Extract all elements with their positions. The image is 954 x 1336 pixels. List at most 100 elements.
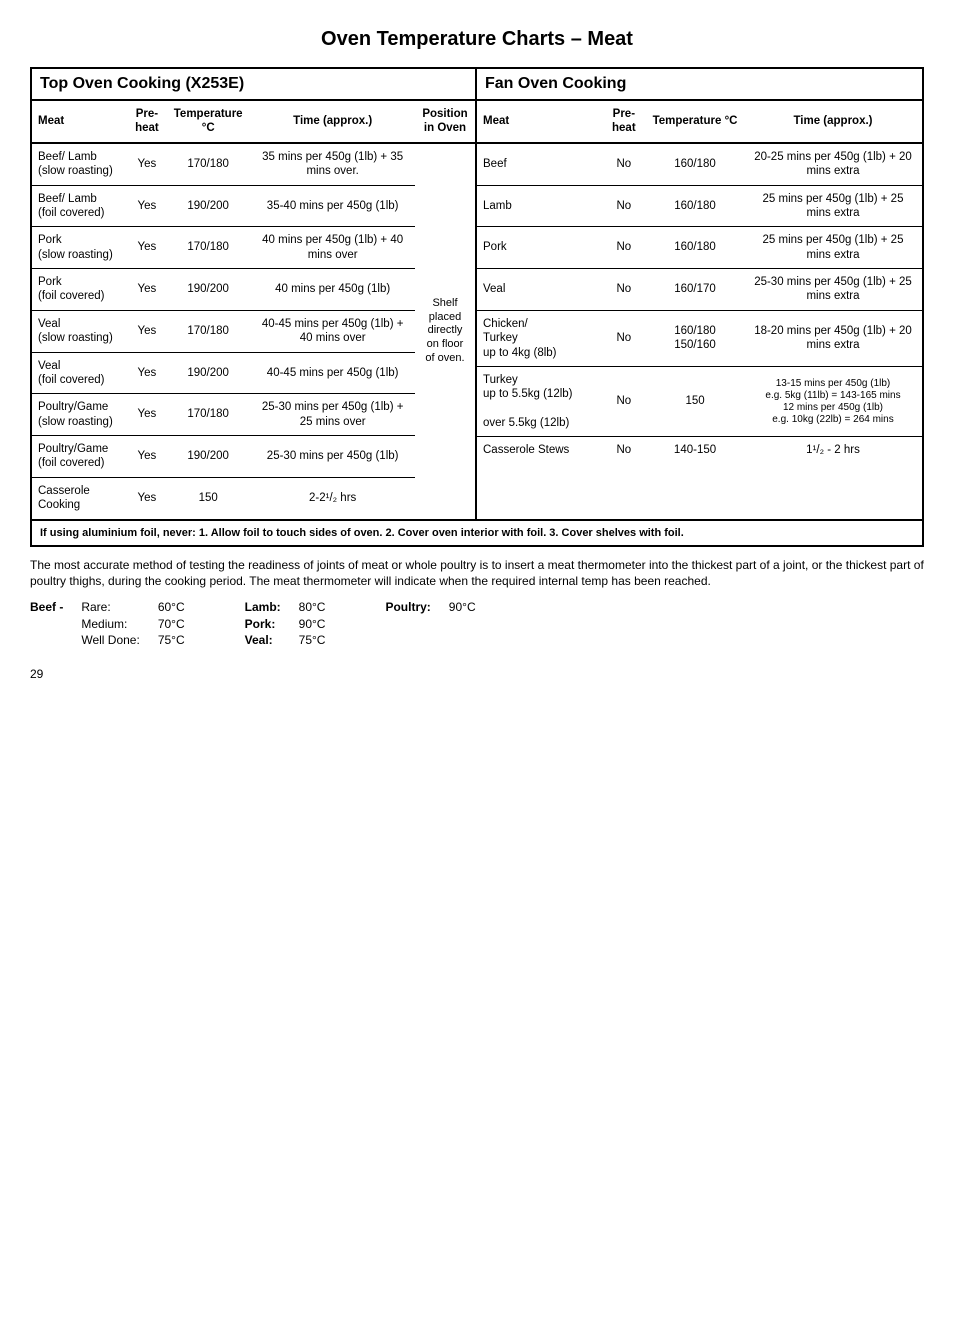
preheat-cell: No <box>602 269 647 311</box>
meat-cell: Beef/ Lamb(slow roasting) <box>32 143 128 185</box>
temp-key: Well Done: <box>81 632 139 649</box>
meat-cell: Lamb <box>477 185 602 227</box>
col-pos: Position in Oven <box>415 101 475 143</box>
poultry-label: Poultry: <box>385 599 430 616</box>
poultry-val: 90°C <box>449 599 476 616</box>
time-cell: 35-40 mins per 450g (1lb) <box>250 185 415 227</box>
temp-cell: 190/200 <box>166 436 250 478</box>
table-row: LambNo160/18025 mins per 450g (1lb) + 25… <box>477 185 922 227</box>
table-row: Pork(foil covered)Yes190/20040 mins per … <box>32 269 475 311</box>
preheat-cell: Yes <box>128 269 166 311</box>
table-row: Poultry/Game(foil covered)Yes190/20025-3… <box>32 436 475 478</box>
time-cell: 35 mins per 450g (1lb) + 35 mins over. <box>250 143 415 185</box>
meat-cell: Beef <box>477 143 602 185</box>
time-cell: 25-30 mins per 450g (1lb) <box>250 436 415 478</box>
preheat-cell: No <box>602 185 647 227</box>
time-cell: 20-25 mins per 450g (1lb) + 20 mins extr… <box>744 143 922 185</box>
temp-key: Pork: <box>245 616 281 633</box>
temp-cell: 190/200 <box>166 269 250 311</box>
temp-cell: 160/180 <box>646 227 744 269</box>
page-number: 29 <box>30 667 924 681</box>
meat-cell: Pork <box>477 227 602 269</box>
time-cell: 25-30 mins per 450g (1lb) + 25 mins extr… <box>744 269 922 311</box>
time-cell: 13-15 mins per 450g (1lb)e.g. 5kg (11lb)… <box>744 366 922 437</box>
preheat-cell: Yes <box>128 477 166 518</box>
temp-val: 90°C <box>299 616 326 633</box>
preheat-cell: No <box>602 310 647 366</box>
preheat-cell: Yes <box>128 227 166 269</box>
temp-val: 75°C <box>299 632 326 649</box>
temp-val: 70°C <box>158 616 185 633</box>
footnote: If using aluminium foil, never: 1. Allow… <box>30 521 924 547</box>
meat-cell: Casserole Stews <box>477 437 602 464</box>
temp-guide: Beef - Rare:Medium:Well Done: 60°C70°C75… <box>30 599 924 649</box>
col-temp: Temperature °C <box>166 101 250 143</box>
beef-label: Beef - <box>30 599 63 616</box>
col-preheat: Pre-heat <box>602 101 647 143</box>
table-row: Poultry/Game(slow roasting)Yes170/18025-… <box>32 394 475 436</box>
temp-cell: 170/180 <box>166 394 250 436</box>
temp-cell: 190/200 <box>166 185 250 227</box>
time-cell: 40 mins per 450g (1lb) + 40 mins over <box>250 227 415 269</box>
preheat-cell: Yes <box>128 310 166 352</box>
temp-cell: 150 <box>646 366 744 437</box>
table-row: PorkNo160/18025 mins per 450g (1lb) + 25… <box>477 227 922 269</box>
table-row: Chicken/Turkeyup to 4kg (8lb)No160/18015… <box>477 310 922 366</box>
temp-cell: 170/180 <box>166 143 250 185</box>
meat-cell: Casserole Cooking <box>32 477 128 518</box>
temp-key: Veal: <box>245 632 281 649</box>
preheat-cell: No <box>602 227 647 269</box>
temp-val: 80°C <box>299 599 326 616</box>
temp-cell: 170/180 <box>166 227 250 269</box>
temp-key: Medium: <box>81 616 139 633</box>
left-table: Meat Pre-heat Temperature °C Time (appro… <box>32 101 475 519</box>
temp-cell: 160/170 <box>646 269 744 311</box>
table-row: Beef/ Lamb(foil covered)Yes190/20035-40 … <box>32 185 475 227</box>
meat-cell: Veal <box>477 269 602 311</box>
table-row: VealNo160/17025-30 mins per 450g (1lb) +… <box>477 269 922 311</box>
temp-val: 60°C <box>158 599 185 616</box>
meat-cell: Poultry/Game(slow roasting) <box>32 394 128 436</box>
meat-cell: Veal(foil covered) <box>32 352 128 394</box>
preheat-cell: Yes <box>128 185 166 227</box>
col-meat: Meat <box>477 101 602 143</box>
table-row: BeefNo160/18020-25 mins per 450g (1lb) +… <box>477 143 922 185</box>
table-row: Beef/ Lamb(slow roasting)Yes170/18035 mi… <box>32 143 475 185</box>
time-cell: 40 mins per 450g (1lb) <box>250 269 415 311</box>
preheat-cell: No <box>602 437 647 464</box>
col-time: Time (approx.) <box>250 101 415 143</box>
meat-cell: Pork(foil covered) <box>32 269 128 311</box>
temp-key: Rare: <box>81 599 139 616</box>
temp-val: 75°C <box>158 632 185 649</box>
time-cell: 25-30 mins per 450g (1lb) + 25 mins over <box>250 394 415 436</box>
meat-cell: Poultry/Game(foil covered) <box>32 436 128 478</box>
preheat-cell: No <box>602 143 647 185</box>
temp-cell: 190/200 <box>166 352 250 394</box>
explanatory-para: The most accurate method of testing the … <box>30 557 924 589</box>
preheat-cell: Yes <box>128 143 166 185</box>
table-row: Casserole StewsNo140-1501¹/₂ - 2 hrs <box>477 437 922 464</box>
time-cell: 25 mins per 450g (1lb) + 25 mins extra <box>744 227 922 269</box>
temp-cell: 150 <box>166 477 250 518</box>
temp-cell: 170/180 <box>166 310 250 352</box>
table-row: Veal(slow roasting)Yes170/18040-45 mins … <box>32 310 475 352</box>
meat-cell: Pork(slow roasting) <box>32 227 128 269</box>
preheat-cell: Yes <box>128 394 166 436</box>
preheat-cell: No <box>602 366 647 437</box>
col-temp: Temperature °C <box>646 101 744 143</box>
meat-cell: Turkeyup to 5.5kg (12lb)over 5.5kg (12lb… <box>477 366 602 437</box>
preheat-cell: Yes <box>128 436 166 478</box>
page-title: Oven Temperature Charts – Meat <box>30 28 924 51</box>
temp-cell: 160/180150/160 <box>646 310 744 366</box>
temp-key: Lamb: <box>245 599 281 616</box>
right-header: Fan Oven Cooking <box>477 69 922 101</box>
preheat-cell: Yes <box>128 352 166 394</box>
table-row: Veal(foil covered)Yes190/20040-45 mins p… <box>32 352 475 394</box>
time-cell: 40-45 mins per 450g (1lb) + 40 mins over <box>250 310 415 352</box>
right-table: Meat Pre-heat Temperature °C Time (appro… <box>477 101 922 464</box>
charts-container: Top Oven Cooking (X253E) Meat Pre-heat T… <box>30 67 924 521</box>
position-cell: Shelf placed directly on floor of oven. <box>415 143 475 519</box>
meat-cell: Chicken/Turkeyup to 4kg (8lb) <box>477 310 602 366</box>
left-header: Top Oven Cooking (X253E) <box>32 69 475 101</box>
col-meat: Meat <box>32 101 128 143</box>
